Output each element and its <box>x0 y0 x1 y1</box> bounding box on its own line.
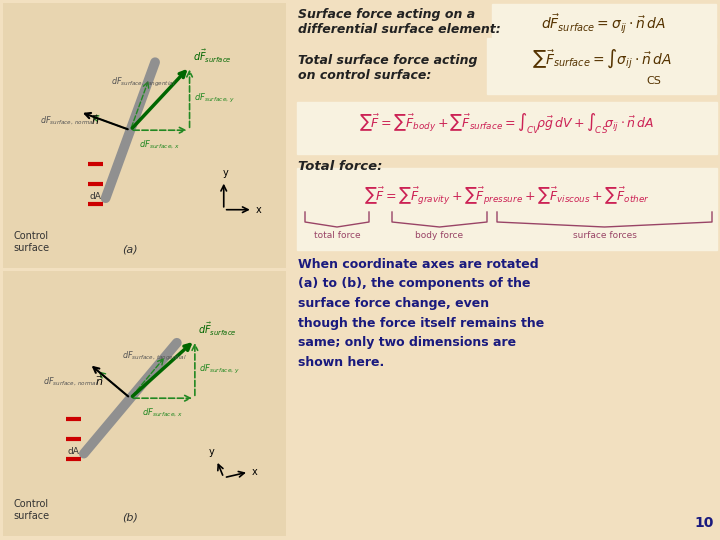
Text: When coordinate axes are rotated
(a) to (b), the components of the
surface force: When coordinate axes are rotated (a) to … <box>298 258 544 368</box>
Bar <box>297 102 717 154</box>
Text: body force: body force <box>415 232 464 240</box>
Text: $dF_{surface,\, x}$: $dF_{surface,\, x}$ <box>139 139 181 151</box>
Text: $dF_{surface,\, tangential}$: $dF_{surface,\, tangential}$ <box>112 76 176 89</box>
Text: on control surface:: on control surface: <box>298 69 431 82</box>
Text: $d\vec{F}_{surface} = \sigma_{ij} \cdot \vec{n}\, dA$: $d\vec{F}_{surface} = \sigma_{ij} \cdot … <box>541 12 667 36</box>
Bar <box>3 3 286 268</box>
Text: Control
surface: Control surface <box>13 231 50 253</box>
Text: $dF_{surface,\, normal}$: $dF_{surface,\, normal}$ <box>43 376 99 388</box>
Text: surface forces: surface forces <box>572 232 636 240</box>
Text: $dF_{surface,\, tangential}$: $dF_{surface,\, tangential}$ <box>122 349 186 363</box>
Text: CS: CS <box>647 76 662 86</box>
Bar <box>487 38 716 94</box>
Text: differential surface element:: differential surface element: <box>298 23 500 36</box>
Text: 10: 10 <box>695 516 714 530</box>
Text: x: x <box>252 467 258 477</box>
Text: $dF_{surface,\, normal}$: $dF_{surface,\, normal}$ <box>40 114 96 127</box>
Text: Total surface force acting: Total surface force acting <box>298 54 477 67</box>
Text: y: y <box>223 168 229 178</box>
Text: Total force:: Total force: <box>298 160 382 173</box>
Text: y: y <box>209 447 215 457</box>
Text: total force: total force <box>314 232 360 240</box>
Bar <box>492 4 716 44</box>
Text: $d\vec{F}_{surface}$: $d\vec{F}_{surface}$ <box>198 321 237 338</box>
Text: $\vec{n}$: $\vec{n}$ <box>95 374 104 388</box>
Text: $\sum \vec{F} = \sum \vec{F}_{gravity} + \sum \vec{F}_{pressure} + \sum \vec{F}_: $\sum \vec{F} = \sum \vec{F}_{gravity} +… <box>364 185 649 207</box>
Text: $\sum \vec{F}_{surface} = \int \sigma_{ij} \cdot \vec{n}\, dA$: $\sum \vec{F}_{surface} = \int \sigma_{i… <box>531 48 671 70</box>
Text: x: x <box>256 205 261 215</box>
Bar <box>297 168 717 250</box>
Bar <box>3 271 286 536</box>
Text: $\sum \vec{F} = \sum \vec{F}_{body} + \sum \vec{F}_{surface} = \int_{CV}\!\rho\v: $\sum \vec{F} = \sum \vec{F}_{body} + \s… <box>359 112 654 137</box>
Text: $\vec{n}$: $\vec{n}$ <box>91 113 100 127</box>
Text: Control
surface: Control surface <box>13 499 50 521</box>
Text: Surface force acting on a: Surface force acting on a <box>298 8 475 21</box>
Text: dA: dA <box>90 192 102 201</box>
Text: $dF_{surface,\, y}$: $dF_{surface,\, y}$ <box>194 92 235 105</box>
Text: (a): (a) <box>122 245 138 255</box>
Text: $dF_{surface,\, x}$: $dF_{surface,\, x}$ <box>142 407 184 420</box>
Text: dA: dA <box>68 447 80 456</box>
Text: $d\vec{F}_{surface}$: $d\vec{F}_{surface}$ <box>192 48 231 65</box>
Text: $dF_{surface,\, y}$: $dF_{surface,\, y}$ <box>199 362 240 376</box>
Text: (b): (b) <box>122 513 138 523</box>
